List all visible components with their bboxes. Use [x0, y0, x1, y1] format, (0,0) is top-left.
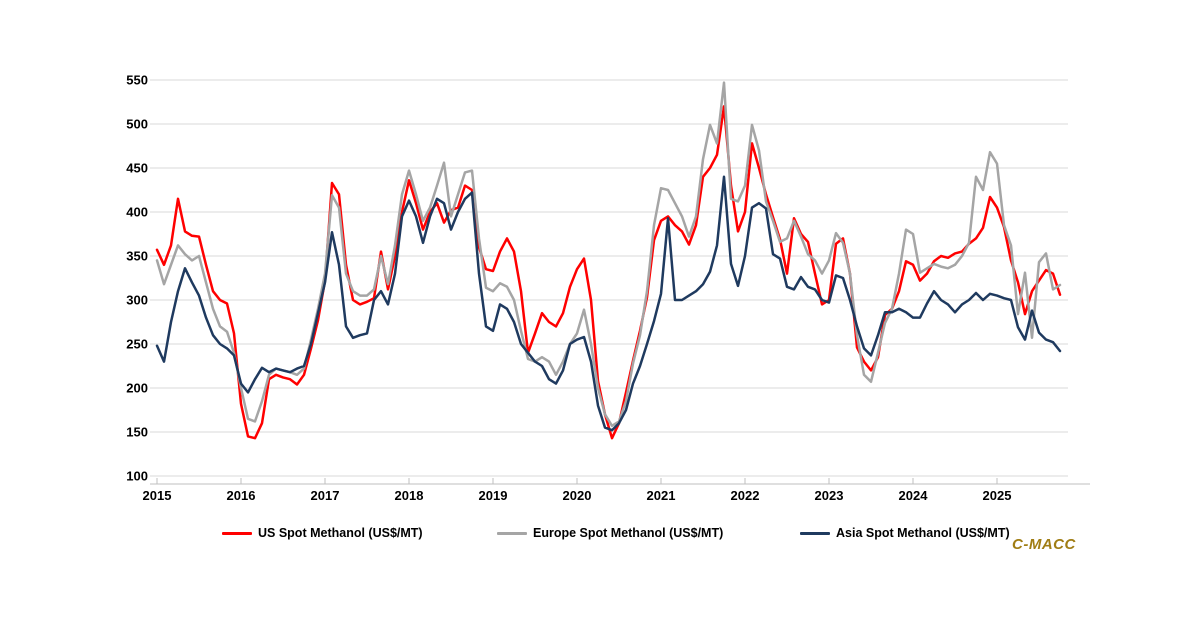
legend-item-us: US Spot Methanol (US$/MT) [222, 526, 423, 540]
us-line-swatch [222, 531, 252, 535]
cmacc-watermark: C-MACC [1012, 536, 1076, 553]
y-tick-label: 300 [126, 293, 148, 308]
gridlines [150, 79, 1068, 477]
x-tick-label: 2019 [479, 488, 508, 503]
x-tick-label: 2022 [731, 488, 760, 503]
x-tick-label: 2020 [563, 488, 592, 503]
y-tick-label: 100 [126, 469, 148, 484]
x-axis-labels: 2015 2016 2017 2018 2019 2020 2021 2022 2023 2024… [143, 488, 1012, 503]
x-axis [150, 478, 1090, 485]
y-axis-labels: 100 150 200 250 300 350 400 450 500 550 [126, 73, 148, 484]
y-tick-label: 550 [126, 73, 148, 88]
x-tick-label: 2015 [143, 488, 172, 503]
x-tick-label: 2023 [815, 488, 844, 503]
y-tick-label: 500 [126, 117, 148, 132]
legend-label-asia: Asia Spot Methanol (US$/MT) [836, 526, 1010, 540]
legend-item-asia: Asia Spot Methanol (US$/MT) [800, 526, 1010, 540]
legend-item-europe: Europe Spot Methanol (US$/MT) [497, 526, 723, 540]
series-line-2 [155, 175, 1062, 432]
x-tick-label: 2024 [899, 488, 929, 503]
x-tick-label: 2021 [647, 488, 676, 503]
x-tick-label: 2018 [395, 488, 424, 503]
x-tick-label: 2025 [983, 488, 1012, 503]
legend-label-europe: Europe Spot Methanol (US$/MT) [533, 526, 724, 540]
x-tick-label: 2016 [227, 488, 256, 503]
y-tick-label: 400 [126, 205, 148, 220]
x-tick-label: 2017 [311, 488, 340, 503]
y-tick-label: 150 [126, 425, 148, 440]
y-tick-label: 200 [126, 381, 148, 396]
y-tick-label: 450 [126, 161, 148, 176]
y-tick-label: 350 [126, 249, 148, 264]
asia-line-swatch [800, 531, 830, 535]
y-tick-label: 250 [126, 337, 148, 352]
europe-line-swatch [497, 531, 527, 535]
series-line-0 [155, 105, 1062, 440]
series-line-1 [155, 81, 1062, 428]
legend-label-us: US Spot Methanol (US$/MT) [258, 526, 423, 540]
